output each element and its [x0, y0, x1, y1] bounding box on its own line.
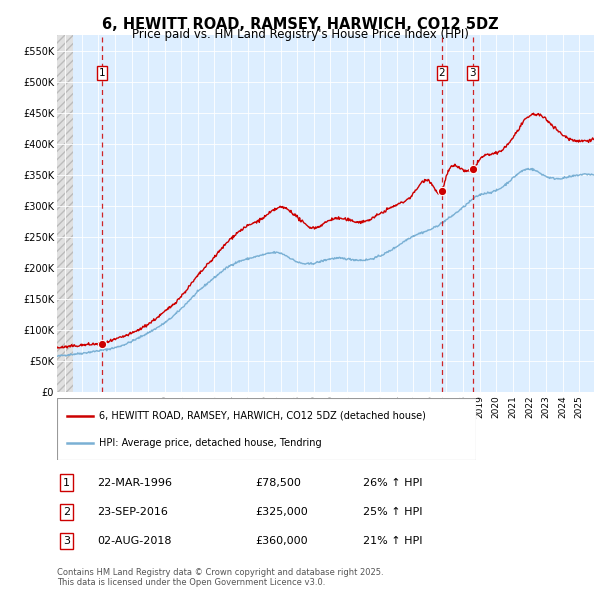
Text: £360,000: £360,000	[256, 536, 308, 546]
Text: Contains HM Land Registry data © Crown copyright and database right 2025.
This d: Contains HM Land Registry data © Crown c…	[57, 568, 383, 587]
Text: £78,500: £78,500	[256, 477, 302, 487]
Text: HPI: Average price, detached house, Tendring: HPI: Average price, detached house, Tend…	[99, 438, 322, 448]
Text: 23-SEP-2016: 23-SEP-2016	[97, 507, 168, 517]
Text: 22-MAR-1996: 22-MAR-1996	[97, 477, 172, 487]
Text: 21% ↑ HPI: 21% ↑ HPI	[363, 536, 422, 546]
Text: 25% ↑ HPI: 25% ↑ HPI	[363, 507, 422, 517]
Text: 1: 1	[63, 477, 70, 487]
Text: 1: 1	[99, 68, 106, 78]
Text: 2: 2	[63, 507, 70, 517]
Text: £325,000: £325,000	[256, 507, 308, 517]
Text: 3: 3	[63, 536, 70, 546]
Text: Price paid vs. HM Land Registry's House Price Index (HPI): Price paid vs. HM Land Registry's House …	[131, 28, 469, 41]
Text: 6, HEWITT ROAD, RAMSEY, HARWICH, CO12 5DZ: 6, HEWITT ROAD, RAMSEY, HARWICH, CO12 5D…	[101, 17, 499, 31]
Text: 2: 2	[439, 68, 445, 78]
Text: 3: 3	[469, 68, 476, 78]
Text: 02-AUG-2018: 02-AUG-2018	[97, 536, 172, 546]
Text: 26% ↑ HPI: 26% ↑ HPI	[363, 477, 422, 487]
Text: 6, HEWITT ROAD, RAMSEY, HARWICH, CO12 5DZ (detached house): 6, HEWITT ROAD, RAMSEY, HARWICH, CO12 5D…	[99, 411, 426, 421]
Bar	[57, 35, 73, 392]
